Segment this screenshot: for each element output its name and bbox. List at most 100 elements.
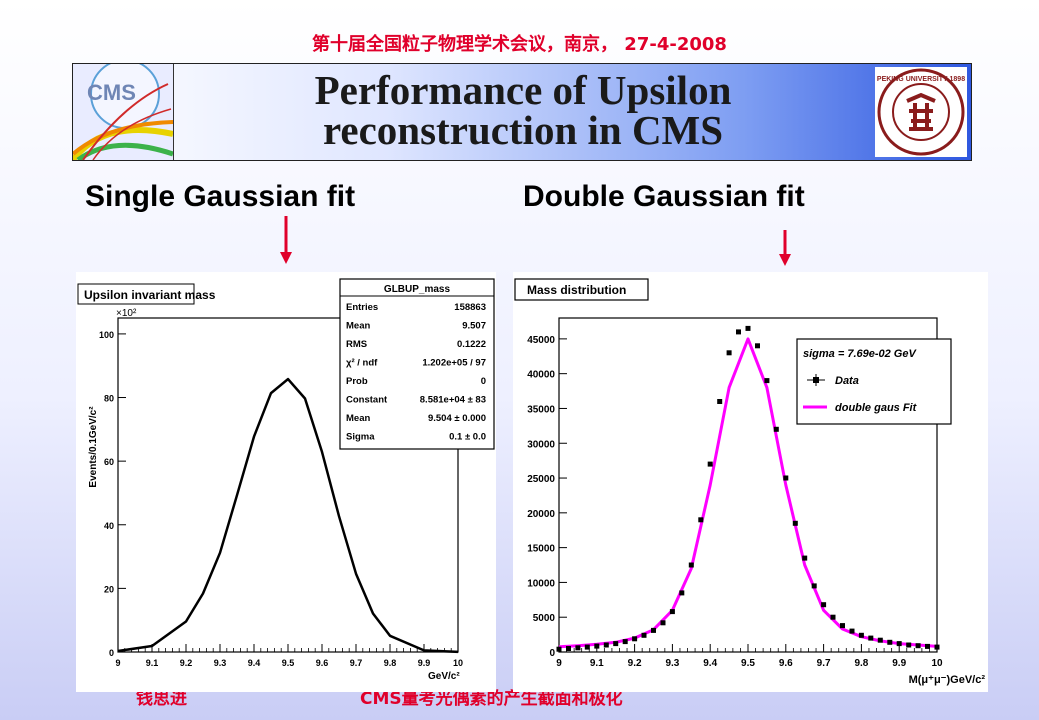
legend-data-label: Data <box>835 375 859 387</box>
single-gaussian-chart: Upsilon invariant mass ×10² Events/0.1Ge… <box>76 272 496 692</box>
right-data-point <box>622 639 628 645</box>
fit-legend: sigma = 7.69e-02 GeV Data double gaus Fi… <box>796 338 952 425</box>
right-data-point <box>849 628 855 634</box>
right-y-tick-label: 30000 <box>527 439 555 450</box>
footer-talk-title: CMS量考光偶素的产生截面和极化 <box>360 689 623 709</box>
stats-title: GLBUP_mass <box>384 284 451 295</box>
right-data-point <box>641 632 647 638</box>
left-y-multiplier: ×10² <box>116 308 137 319</box>
left-x-tick-label: 9.8 <box>384 658 397 668</box>
right-data-point <box>594 643 600 649</box>
left-x-tick-label: 9.5 <box>282 658 295 668</box>
right-x-tick-label: 9 <box>556 658 562 669</box>
left-arrow-icon <box>280 216 292 264</box>
left-x-tick-label: 9.6 <box>316 658 329 668</box>
right-data-point <box>915 643 921 649</box>
right-data-point <box>755 343 760 349</box>
legend-fit-label: double gaus Fit <box>835 402 918 414</box>
right-y-tick-label: 20000 <box>527 509 555 520</box>
left-chart-panel: Upsilon invariant mass ×10² Events/0.1Ge… <box>76 272 496 692</box>
footer-author: 钱思进 <box>136 689 187 709</box>
stats-row-label: Constant <box>346 395 388 406</box>
right-data-point <box>556 646 562 652</box>
right-data-point <box>783 475 789 481</box>
right-x-tick-label: 9.7 <box>817 658 831 669</box>
left-y-tick-label: 100 <box>99 330 114 340</box>
stats-row-label: χ² / ndf <box>346 358 378 369</box>
right-y-tick-label: 5000 <box>533 613 556 624</box>
right-y-tick-label: 0 <box>549 648 555 659</box>
stats-row-label: RMS <box>346 339 367 350</box>
left-x-axis-label: GeV/c² <box>428 671 460 682</box>
right-data-point <box>906 642 912 648</box>
right-data-point <box>877 637 883 643</box>
right-data-point <box>773 426 779 432</box>
stats-row-value: 0.1222 <box>457 339 486 350</box>
right-x-tick-label: 9.5 <box>741 658 755 669</box>
stats-row-label: Sigma <box>346 432 375 443</box>
left-x-tick-label: 10 <box>453 658 463 668</box>
right-x-tick-label: 9.4 <box>703 658 717 669</box>
left-y-axis-label: Events/0.1GeV/c² <box>88 406 99 488</box>
stats-row-label: Entries <box>346 302 378 313</box>
right-data-point <box>830 614 836 620</box>
right-data-point <box>821 602 827 608</box>
right-x-tick-label: 9.3 <box>665 658 679 669</box>
legend-sigma: sigma = 7.69e-02 GeV <box>803 348 917 360</box>
right-y-tick-label: 15000 <box>527 544 555 555</box>
legend-data-marker <box>813 377 819 383</box>
right-x-tick-label: 9.2 <box>628 658 642 669</box>
slide-title: Performance of Upsilon reconstruction in… <box>183 70 863 151</box>
right-data-point <box>736 329 741 335</box>
cms-logo: CMS <box>73 64 174 160</box>
right-y-tick-label: 25000 <box>527 474 555 485</box>
cms-logo-text: CMS <box>87 80 136 105</box>
right-data-point <box>584 644 590 650</box>
right-data-point <box>811 583 817 589</box>
right-data-point <box>887 639 893 645</box>
right-data-point <box>934 644 940 650</box>
peking-university-logo: PEKING UNIVERSITY 1898 <box>875 67 967 157</box>
right-data-point <box>802 555 808 561</box>
right-y-tick-label: 10000 <box>527 578 555 589</box>
pku-logo-text: PEKING UNIVERSITY 1898 <box>877 76 965 83</box>
right-x-tick-label: 10 <box>931 658 943 669</box>
left-column-title: Single Gaussian fit <box>85 180 356 213</box>
stats-row-value: 0 <box>481 376 486 387</box>
right-data-point <box>688 562 694 568</box>
right-data-point <box>726 350 732 356</box>
right-chart-panel: Mass distribution M(μ⁺μ⁻)GeV/c² 9 9.1 9.2 9… <box>513 272 988 692</box>
left-x-tick-label: 9.2 <box>180 658 193 668</box>
right-data-point <box>613 641 619 647</box>
right-chart-title: Mass distribution <box>527 283 626 297</box>
footer: 钱思进 CMS量考光偶素的产生截面和极化 <box>0 684 1039 714</box>
conference-header: 第十届全国粒子物理学术会议，南京， 27-4-2008 <box>312 34 727 55</box>
right-data-point <box>896 641 902 647</box>
left-x-tick-label: 9.7 <box>350 658 363 668</box>
left-y-tick-label: 80 <box>104 394 114 404</box>
stats-row-value: 158863 <box>454 302 486 313</box>
left-x-tick-label: 9.1 <box>146 658 159 668</box>
right-data-point <box>764 378 770 384</box>
left-y-tick-label: 40 <box>104 521 114 531</box>
stats-row-value: 9.504 ± 0.000 <box>428 413 486 424</box>
right-data-point <box>925 643 930 649</box>
right-data-point <box>858 632 864 638</box>
double-gaussian-chart: Mass distribution M(μ⁺μ⁻)GeV/c² 9 9.1 9.2 9… <box>513 272 988 692</box>
stats-row-value: 9.507 <box>462 321 486 332</box>
stats-row-label: Prob <box>346 376 368 387</box>
right-data-point <box>669 609 675 615</box>
right-data-point <box>745 325 751 331</box>
stats-row-value: 0.1 ± 0.0 <box>449 432 486 443</box>
right-x-tick-label: 9.9 <box>892 658 906 669</box>
right-data-point <box>868 635 874 641</box>
left-y-tick-label: 20 <box>104 584 114 594</box>
left-chart-title: Upsilon invariant mass <box>84 288 216 302</box>
right-column-title: Double Gaussian fit <box>523 180 805 213</box>
right-double-gaus-fit-series <box>558 337 938 649</box>
left-x-tick-label: 9 <box>115 658 120 668</box>
right-x-tick-label: 9.1 <box>590 658 604 669</box>
right-data-point <box>698 517 704 523</box>
left-x-tick-label: 9.9 <box>418 658 431 668</box>
left-x-tick-label: 9.4 <box>248 658 261 668</box>
